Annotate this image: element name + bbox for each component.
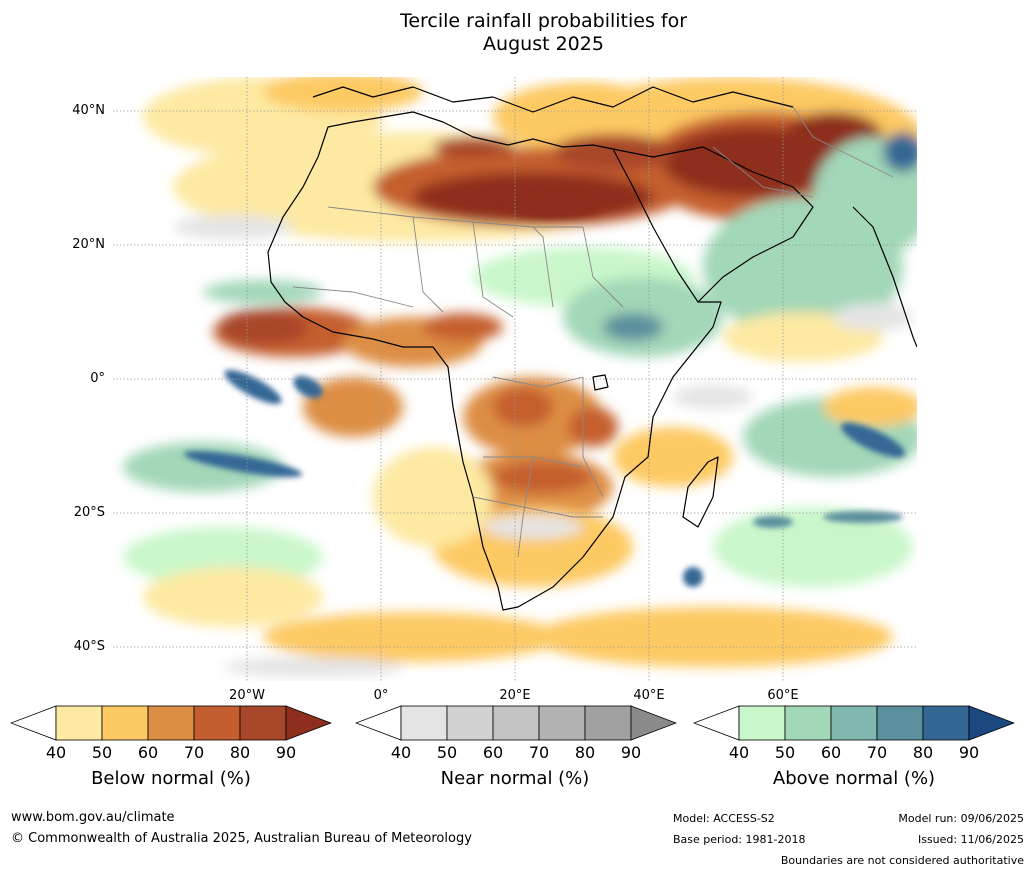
below-colorbar-segment <box>55 705 103 741</box>
lat-label-40s: 40°S <box>73 639 105 654</box>
lon-label-60e: 60°E <box>767 688 799 703</box>
below-colorbar-tick-label: 60 <box>137 743 159 762</box>
footer-model: Model: ACCESS-S2 <box>673 812 775 825</box>
lat-label-equator: 0° <box>90 371 105 386</box>
title-line-2: August 2025 <box>483 33 604 55</box>
below-colorbar-tick-label: 80 <box>229 743 251 762</box>
below-colorbar-segment <box>147 705 195 741</box>
footer-base-period: Base period: 1981-2018 <box>673 833 806 846</box>
rainfall-probability-map <box>113 77 917 681</box>
graticule <box>113 77 917 681</box>
above-colorbar-low-arrow <box>693 705 740 741</box>
below-colorbar-segment <box>193 705 241 741</box>
lon-label-20e: 20°E <box>499 688 531 703</box>
above-colorbar-segment <box>876 705 924 741</box>
colorbar-title-above: Above normal (%) <box>772 768 936 789</box>
colorbar-title-below: Below normal (%) <box>91 768 251 789</box>
above-colorbar-tick-label: 80 <box>912 743 934 762</box>
map-title: Tercile rainfall probabilities for Augus… <box>0 10 1035 56</box>
colorbar-title-near: Near normal (%) <box>440 768 590 789</box>
above-colorbar-high-arrow <box>968 705 1015 741</box>
near-colorbar-segment <box>492 705 540 741</box>
above-colorbar-tick-label: 50 <box>774 743 796 762</box>
below-colorbar-tick-label: 50 <box>91 743 113 762</box>
lon-label-40e: 40°E <box>633 688 665 703</box>
country-borders <box>292 106 894 558</box>
near-colorbar-tick-label: 90 <box>620 743 642 762</box>
above-colorbar-tick-label: 90 <box>958 743 980 762</box>
europe-coastline <box>312 86 794 113</box>
footer-url[interactable]: www.bom.gov.au/climate <box>11 810 175 825</box>
footer-issued: Issued: 11/06/2025 <box>917 833 1024 846</box>
above-colorbar-tick-label: 40 <box>728 743 750 762</box>
above-colorbar-segment <box>922 705 970 741</box>
title-line-1: Tercile rainfall probabilities for <box>399 10 688 32</box>
arabia-coastline <box>612 146 814 303</box>
colorbar-below-normal <box>10 705 332 741</box>
footer-model-run: Model run: 09/06/2025 <box>898 812 1024 825</box>
below-colorbar-tick-label: 40 <box>45 743 67 762</box>
footer-copyright: © Commonwealth of Australia 2025, Austra… <box>11 831 472 846</box>
near-colorbar-tick-label: 40 <box>390 743 412 762</box>
colorbar-near-normal <box>355 705 677 741</box>
lat-label-20n: 20°N <box>72 237 105 252</box>
footer-disclaimer: Boundaries are not considered authoritat… <box>780 854 1024 867</box>
above-colorbar-segment <box>830 705 878 741</box>
lat-label-40n: 40°N <box>72 103 105 118</box>
near-colorbar-segment <box>538 705 586 741</box>
near-colorbar-segment <box>400 705 448 741</box>
above-colorbar-tick-label: 70 <box>866 743 888 762</box>
above-colorbar-tick-label: 60 <box>820 743 842 762</box>
below-colorbar-segment <box>239 705 287 741</box>
lake-victoria <box>592 374 609 391</box>
africa-coastline <box>267 111 722 611</box>
lat-label-20s: 20°S <box>73 505 105 520</box>
above-colorbar-segment <box>738 705 786 741</box>
lon-label-0: 0° <box>373 688 389 703</box>
blue-anomaly-streaks <box>183 195 906 587</box>
probability-fields <box>123 77 917 677</box>
near-colorbar-tick-label: 70 <box>528 743 550 762</box>
coastlines <box>267 86 917 611</box>
below-colorbar-high-arrow <box>285 705 332 741</box>
lon-label-20w: 20°W <box>229 688 265 703</box>
below-colorbar-tick-label: 90 <box>275 743 297 762</box>
near-colorbar-tick-label: 50 <box>436 743 458 762</box>
near-colorbar-low-arrow <box>355 705 402 741</box>
colorbar-above-normal <box>693 705 1015 741</box>
below-colorbar-tick-label: 70 <box>183 743 205 762</box>
near-colorbar-segment <box>584 705 632 741</box>
near-colorbar-tick-label: 80 <box>574 743 596 762</box>
near-colorbar-high-arrow <box>630 705 677 741</box>
map-svg <box>113 77 917 681</box>
madagascar-coastline <box>682 456 719 528</box>
near-colorbar-segment <box>446 705 494 741</box>
india-coastline <box>852 206 917 348</box>
below-colorbar-low-arrow <box>10 705 57 741</box>
below-colorbar-segment <box>101 705 149 741</box>
near-colorbar-tick-label: 60 <box>482 743 504 762</box>
above-colorbar-segment <box>784 705 832 741</box>
